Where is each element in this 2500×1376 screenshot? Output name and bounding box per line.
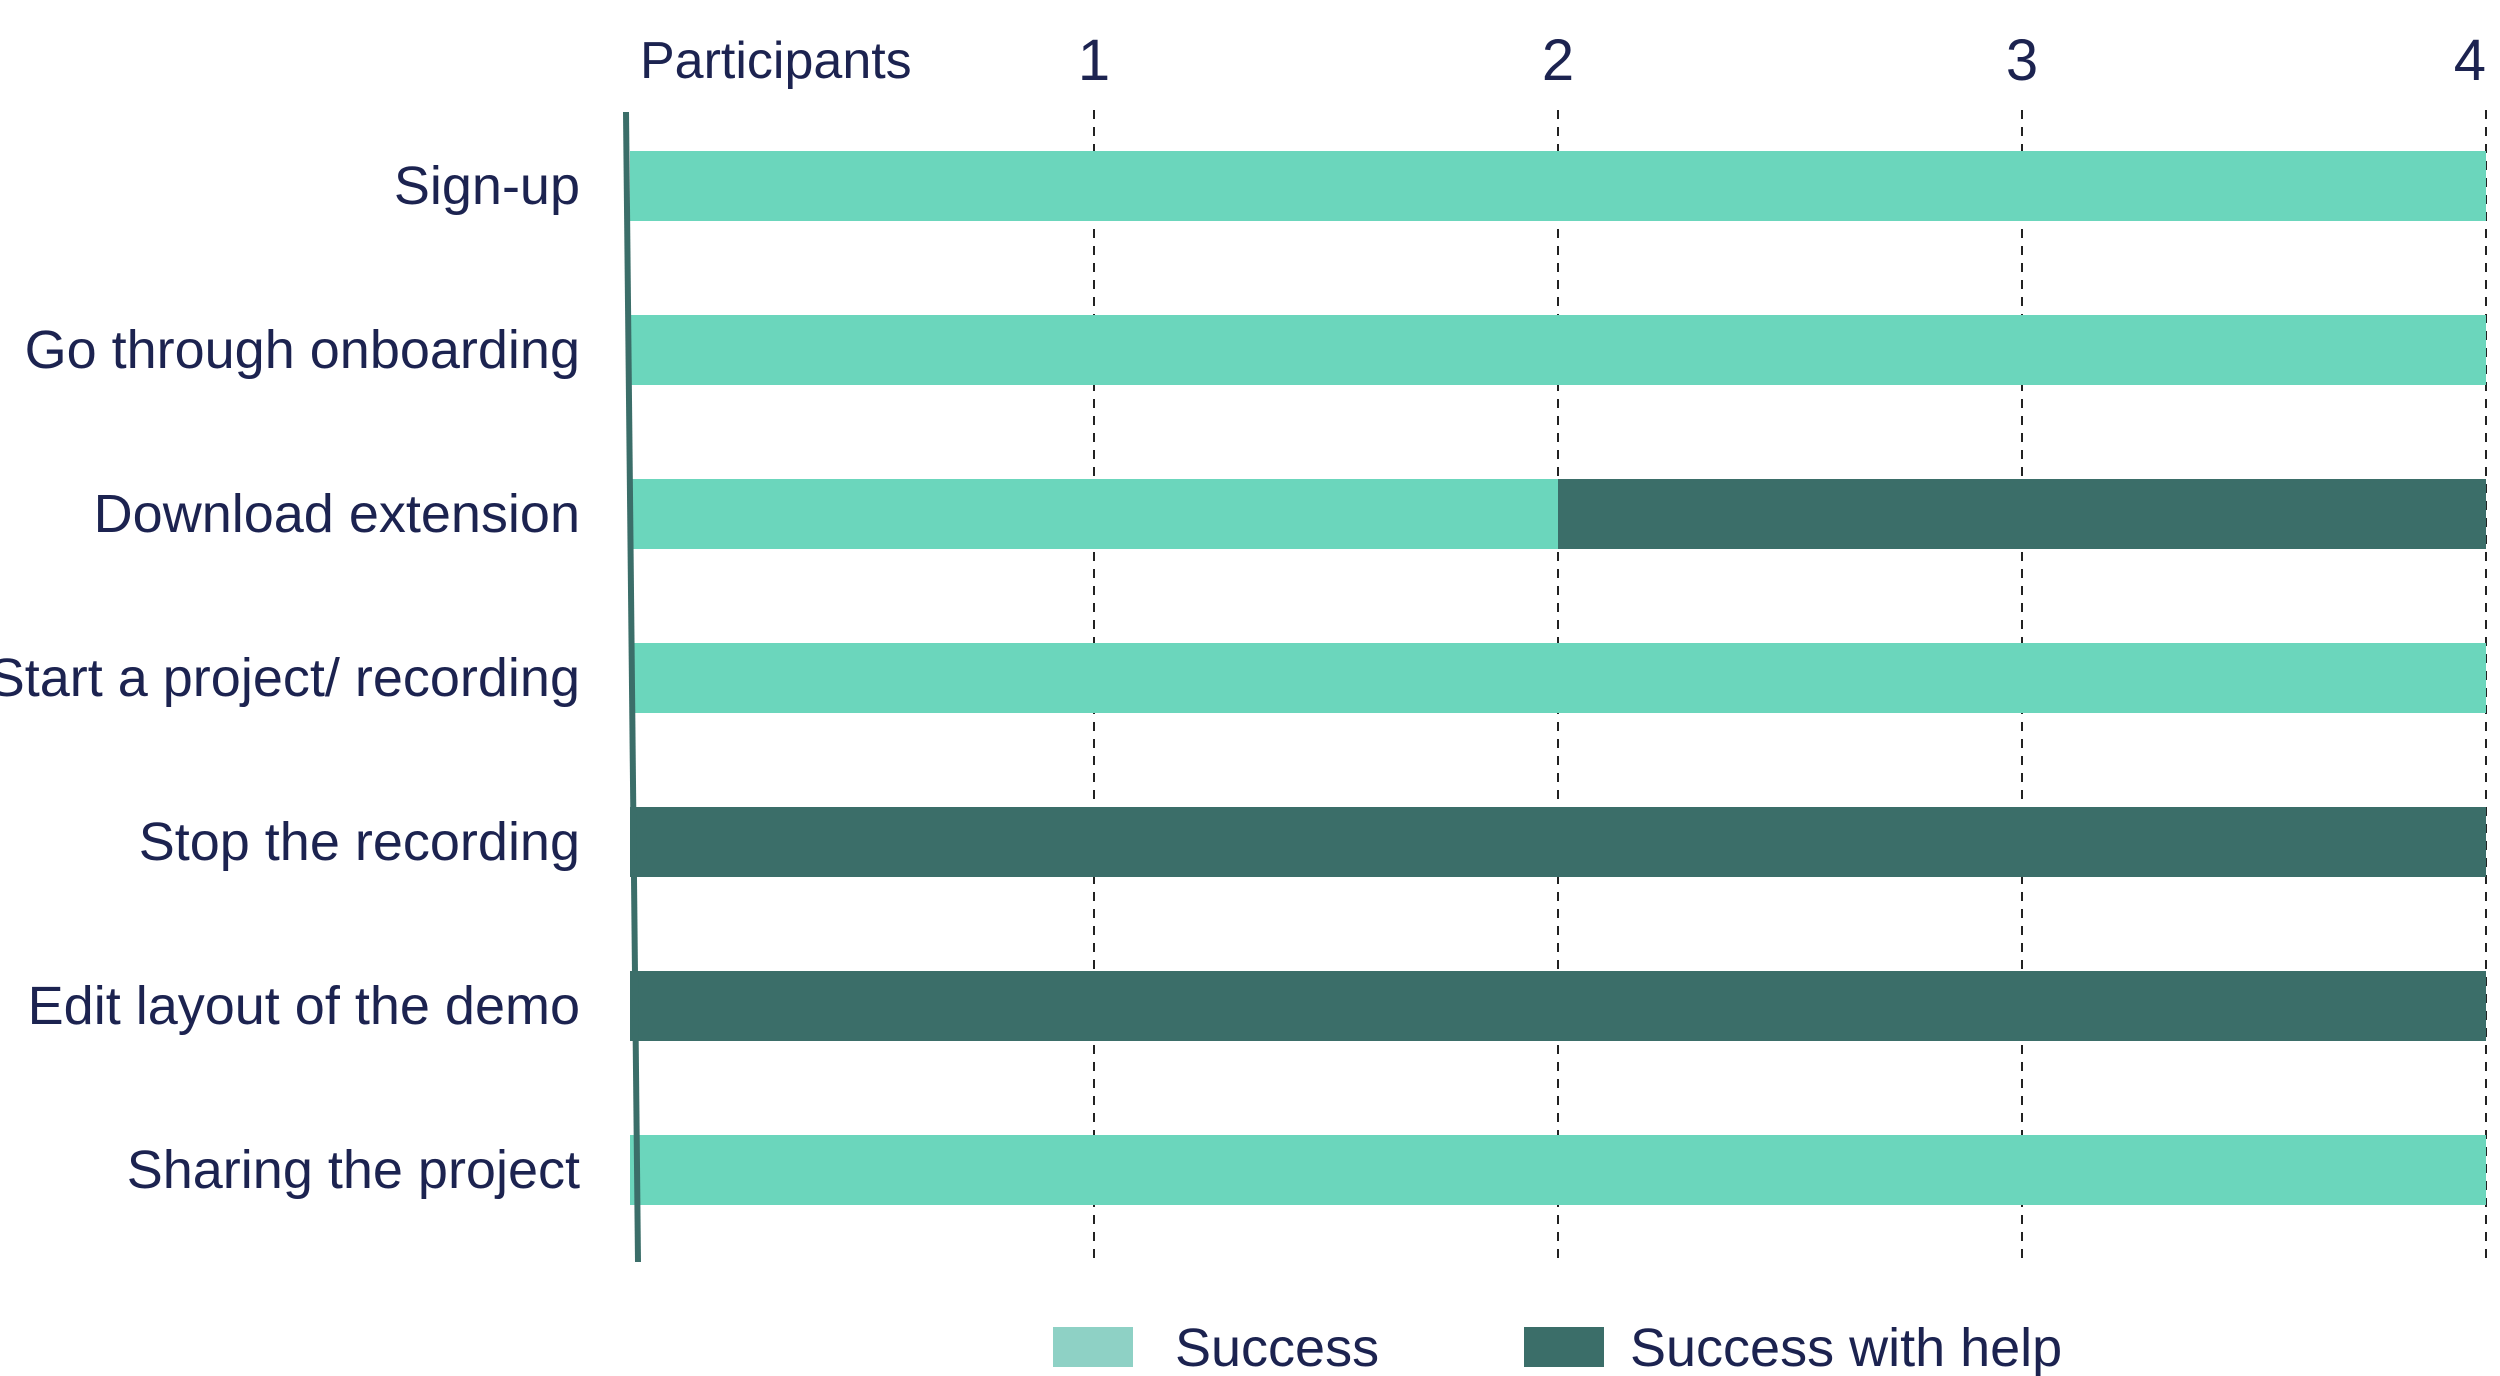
x-tick-label-4: 4 (2454, 28, 2486, 93)
legend-label-success: Success (1175, 1318, 1379, 1376)
gridlines (1093, 110, 2487, 1262)
axes: 1 2 3 4 (623, 28, 2486, 1263)
category-label-go-through-onboarding: Go through onboarding (25, 320, 580, 380)
bar-go-through-onboarding-success (630, 315, 2486, 385)
category-label-sign-up: Sign-up (394, 156, 580, 216)
bars (630, 151, 2486, 1205)
y-axis-line (623, 111, 641, 1263)
bar-download-extension-success-with-help (1558, 479, 2486, 549)
category-label-download-extension: Download extension (94, 484, 580, 544)
legend-label-success-with-help: Success with help (1630, 1318, 2062, 1376)
bar-download-extension-success (630, 479, 1558, 549)
category-labels: Sign-up Go through onboarding Download ext… (0, 156, 580, 1200)
bar-start-a-project-recording-success (630, 643, 2486, 713)
bar-stop-the-recording-success-with-help (630, 807, 2486, 877)
category-label-start-a-project-recording: Start a project/ recording (0, 648, 580, 708)
bar-sign-up-success (630, 151, 2486, 221)
x-axis-title: Participants (640, 32, 912, 90)
category-label-edit-layout-of-the-demo: Edit layout of the demo (28, 976, 580, 1036)
legend: Success Success with help (1053, 1318, 2062, 1376)
bar-sharing-the-project-success (630, 1135, 2486, 1205)
x-tick-label-3: 3 (2006, 28, 2038, 93)
bar-edit-layout-of-the-demo-success-with-help (630, 971, 2486, 1041)
x-tick-label-2: 2 (1542, 28, 1574, 93)
legend-swatch-success (1053, 1327, 1133, 1367)
category-label-sharing-the-project: Sharing the project (127, 1140, 580, 1200)
x-tick-label-1: 1 (1078, 28, 1110, 93)
category-label-stop-the-recording: Stop the recording (139, 812, 580, 872)
legend-swatch-success-with-help (1524, 1327, 1604, 1367)
